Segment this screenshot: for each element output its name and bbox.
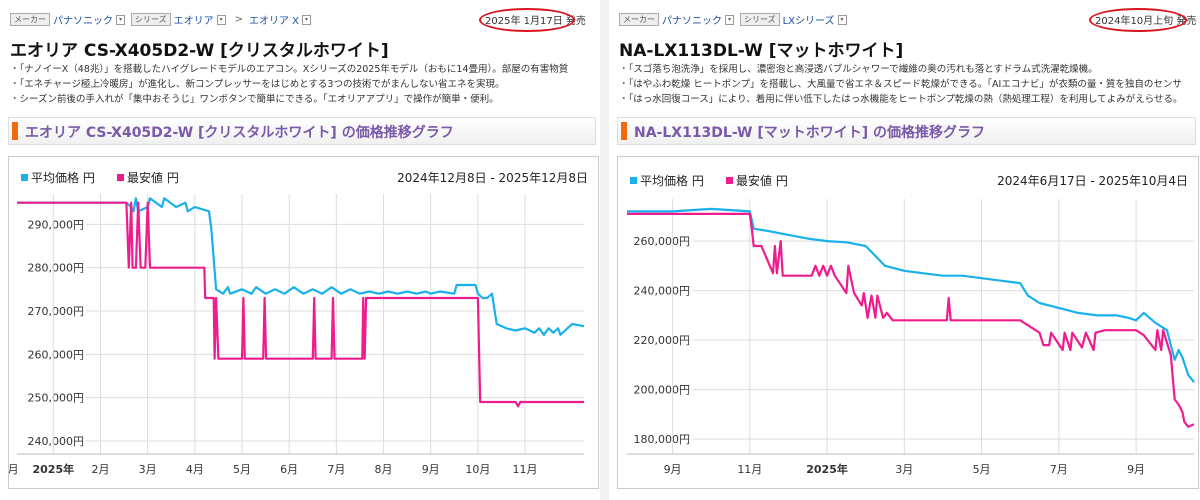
heading-accent [621, 122, 627, 140]
legend-swatch-average [630, 177, 637, 184]
y-tick-label: 260,000円 [634, 235, 691, 248]
release-date: 2025年 1月17日 発売 [479, 8, 586, 32]
x-tick-label: 9月 [664, 463, 682, 476]
series-line-average [17, 197, 585, 336]
series-tag: シリーズ [131, 13, 171, 26]
feature-item: 「エネチャージ極上冷暖房」が進化し、新コンプレッサーをはじめとする3つの技術でが… [10, 77, 600, 92]
date-range: 2024年6月17日 - 2025年10月4日 [997, 174, 1188, 188]
dropdown-icon[interactable]: ▾ [216, 14, 226, 25]
x-tick-label: 5月 [973, 463, 991, 476]
sub-series-link[interactable]: エオリア X [249, 16, 300, 27]
legend-swatch-average [21, 174, 28, 181]
y-tick-label: 290,000円 [28, 218, 85, 231]
dropdown-icon[interactable]: ▾ [725, 14, 734, 25]
y-tick-label: 280,000円 [28, 262, 85, 275]
feature-item: 「はやふわ乾燥 ヒートポンプ」を搭載し、大風量で省エネ＆スピード乾燥ができる。「… [619, 77, 1200, 92]
legend-average: 平均価格 円 [640, 173, 704, 188]
y-tick-label: 250,000円 [28, 392, 85, 405]
feature-item: 「はっ水回復コース」により、着用に伴い低下したはっ水機能をヒートポンプ乾燥の熱（… [619, 92, 1200, 107]
y-tick-label: 200,000円 [634, 384, 691, 397]
chart-svg: 平均価格 円 最安値 円 2024年6月17日 - 2025年10月4日 180,00… [627, 173, 1195, 476]
price-chart: 平均価格 円 最安値 円 2024年6月17日 - 2025年10月4日 180,00… [617, 156, 1199, 489]
release-date: 2024年10月上旬 発売 [1089, 8, 1196, 32]
x-tick-label: 7月 [1050, 463, 1068, 476]
heading-accent [12, 122, 18, 140]
x-tick-label: 3月 [895, 463, 913, 476]
chart-svg: 平均価格 円 最安値 円 2024年12月8日 - 2025年12月8日 240,00… [9, 170, 588, 476]
y-tick-label: 270,000円 [28, 305, 85, 318]
x-tick-label: 9月 [422, 463, 440, 476]
right-panel: メーカー パナソニック ▾ シリーズ LXシリーズ ▾ 2024年10月上旬 発売 NA-… [609, 0, 1200, 500]
legend: 平均価格 円 最安値 円 [21, 170, 179, 185]
maker-tag: メーカー [10, 13, 50, 26]
dropdown-icon[interactable]: ▾ [302, 14, 312, 25]
maker-tag: メーカー [619, 13, 659, 26]
product-title: エオリア CS-X405D2-W [クリスタルホワイト] [10, 41, 389, 61]
feature-list: 「ナノイーX（48兆）」を搭載したハイグレードモデルのエアコン。Xシリーズの20… [10, 62, 600, 107]
series-link[interactable]: エオリア [173, 16, 214, 27]
series-tag: シリーズ [740, 13, 780, 26]
dropdown-icon[interactable]: ▾ [837, 14, 847, 25]
x-tick-label: 11月 [737, 463, 762, 476]
product-title: NA-LX113DL-W [マットホワイト] [619, 41, 904, 61]
legend-average: 平均価格 円 [31, 170, 95, 185]
legend-lowest: 最安値 円 [736, 173, 788, 188]
feature-item: 「ナノイーX（48兆）」を搭載したハイグレードモデルのエアコン。Xシリーズの20… [10, 62, 600, 77]
x-tick-label: 12月 [9, 463, 19, 476]
chevron-right-icon: > [234, 14, 243, 25]
y-tick-label: 260,000円 [28, 348, 85, 361]
maker-link[interactable]: パナソニック [53, 16, 113, 27]
breadcrumb: メーカー パナソニック ▾ シリーズ エオリア ▾ > エオリア X ▾ [10, 12, 600, 28]
y-tick-label: 220,000円 [634, 334, 691, 347]
x-tick-label: 5月 [233, 463, 251, 476]
legend: 平均価格 円 最安値 円 [630, 173, 788, 188]
x-tick-label: 9月 [1127, 463, 1145, 476]
feature-item: シーズン前後の手入れが「集中おそうじ」ワンボタンで簡単にできる。「エオリアアプリ… [10, 92, 600, 107]
legend-lowest: 最安値 円 [127, 170, 179, 185]
graph-heading-text: エオリア CS-X405D2-W [クリスタルホワイト] の価格推移グラフ [25, 125, 454, 141]
left-panel: メーカー パナソニック ▾ シリーズ エオリア ▾ > エオリア X ▾ 2025年 1月17日… [0, 0, 600, 500]
series-line-lowest [17, 201, 584, 408]
series-line-lowest [627, 212, 1195, 428]
maker-link[interactable]: パナソニック [662, 16, 722, 27]
y-tick-label: 180,000円 [634, 433, 691, 446]
dropdown-icon[interactable]: ▾ [116, 14, 125, 25]
x-tick-label: 4月 [186, 463, 204, 476]
x-tick-label: 2025年 [806, 462, 848, 476]
x-tick-label: 8月 [375, 463, 393, 476]
x-tick-label: 6月 [280, 463, 298, 476]
release-highlight-oval [479, 8, 575, 32]
x-tick-label: 2月 [91, 463, 109, 476]
x-tick-label: 7月 [327, 463, 345, 476]
release-highlight-oval [1089, 8, 1187, 32]
y-tick-label: 240,000円 [634, 285, 691, 298]
graph-heading-text: NA-LX113DL-W [マットホワイト] の価格推移グラフ [634, 125, 986, 141]
x-tick-label: 3月 [139, 463, 157, 476]
x-tick-label: 10月 [465, 463, 490, 476]
date-range: 2024年12月8日 - 2025年12月8日 [397, 171, 588, 185]
series-link[interactable]: LXシリーズ [782, 16, 835, 27]
feature-list: 「スゴ落ち泡洗浄」を採用し、濃密泡と高浸透バブルシャワーで繊維の奥の汚れも落とす… [619, 62, 1200, 107]
feature-item: 「スゴ落ち泡洗浄」を採用し、濃密泡と高浸透バブルシャワーで繊維の奥の汚れも落とす… [619, 62, 1200, 77]
series-line-average [627, 207, 1195, 383]
x-tick-label: 11月 [513, 463, 538, 476]
price-chart: 平均価格 円 最安値 円 2024年12月8日 - 2025年12月8日 240,00… [8, 156, 599, 489]
breadcrumb: メーカー パナソニック ▾ シリーズ LXシリーズ ▾ [619, 12, 1200, 28]
y-tick-label: 240,000円 [28, 435, 85, 448]
legend-swatch-lowest [117, 174, 124, 181]
legend-swatch-lowest [726, 177, 733, 184]
graph-heading: NA-LX113DL-W [マットホワイト] の価格推移グラフ [617, 117, 1196, 145]
x-tick-label: 2025年 [33, 462, 75, 476]
graph-heading: エオリア CS-X405D2-W [クリスタルホワイト] の価格推移グラフ [8, 117, 596, 145]
